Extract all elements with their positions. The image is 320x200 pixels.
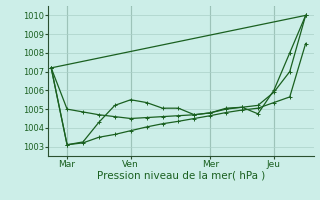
- X-axis label: Pression niveau de la mer( hPa ): Pression niveau de la mer( hPa ): [97, 171, 265, 181]
